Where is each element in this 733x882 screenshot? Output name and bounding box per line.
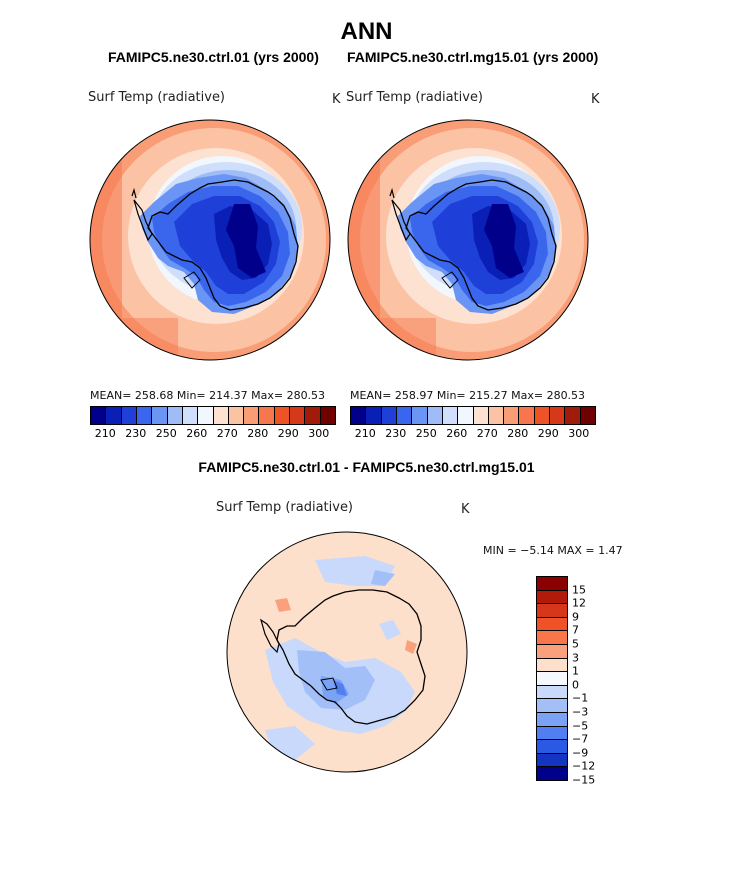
colorbar-tick-label: 12 [572, 596, 586, 610]
colorbar-swatch [534, 407, 551, 424]
colorbar-tick-label: 270 [476, 427, 498, 440]
colorbar-tick-label: −12 [572, 759, 596, 773]
panel-2-polar-map [347, 119, 589, 361]
colorbar-swatch [519, 407, 535, 424]
colorbar-swatch [504, 407, 520, 424]
colorbar-swatch [121, 407, 137, 424]
diff-title: FAMIPC5.ne30.ctrl.01 - FAMIPC5.ne30.ctrl… [198, 459, 535, 475]
colorbar-swatch [427, 407, 443, 424]
diff-variable-label: Surf Temp (radiative) [216, 500, 354, 515]
diff-polar-map [226, 531, 468, 773]
colorbar-tick-label: −3 [572, 705, 589, 719]
colorbar-tick-label: 1 [572, 664, 579, 678]
colorbar-tick-label: −15 [572, 773, 596, 787]
colorbar-tick-label: 300 [568, 427, 590, 440]
colorbar-swatch [537, 604, 567, 618]
colorbar-swatch [152, 407, 168, 424]
colorbar-tick-label: 3 [572, 651, 579, 665]
diff-colorbar [536, 576, 568, 781]
colorbar-swatch [167, 407, 183, 424]
colorbar-swatch [537, 767, 567, 780]
colorbar-tick-label: 270 [216, 427, 238, 440]
colorbar-swatch [537, 699, 567, 713]
colorbar-swatch [381, 407, 397, 424]
colorbar-tick-label: 7 [572, 623, 579, 637]
colorbar-swatch [580, 407, 595, 424]
colorbar-tick-label: 210 [354, 427, 376, 440]
panel-1-stats: MEAN= 258.68 Min= 214.37 Max= 280.53 [90, 389, 326, 402]
colorbar-tick-label: 290 [537, 427, 559, 440]
colorbar-swatch [351, 407, 367, 424]
colorbar-tick-label: 230 [385, 427, 407, 440]
panel-2-variable-label: Surf Temp (radiative) [346, 90, 484, 105]
colorbar-swatch [442, 407, 459, 424]
colorbar-swatch [473, 407, 489, 424]
colorbar-tick-label: 9 [572, 610, 579, 624]
page-title: ANN [340, 18, 393, 45]
panel-2-units-label: K [591, 92, 600, 107]
colorbar-tick-label: −1 [572, 691, 589, 705]
colorbar-tick-label: 15 [572, 583, 586, 597]
panel-1-units-label: K [332, 92, 341, 107]
colorbar-swatch [458, 407, 474, 424]
colorbar-swatch [290, 407, 306, 424]
colorbar-swatch [244, 407, 260, 424]
colorbar-swatch [537, 631, 567, 645]
colorbar-swatch [537, 644, 567, 659]
colorbar-swatch [259, 407, 275, 424]
colorbar-swatch [91, 407, 107, 424]
colorbar-swatch [228, 407, 245, 424]
colorbar-tick-label: 280 [507, 427, 529, 440]
colorbar-tick-label: 280 [247, 427, 269, 440]
panel-2-case-title: FAMIPC5.ne30.ctrl.mg15.01 (yrs 2000) [347, 49, 599, 65]
panel-1-colorbar [90, 406, 336, 425]
colorbar-tick-label: 250 [415, 427, 437, 440]
colorbar-swatch [366, 407, 382, 424]
colorbar-swatch [537, 712, 567, 727]
colorbar-swatch [537, 753, 567, 768]
panel-2-stats: MEAN= 258.97 Min= 215.27 Max= 280.53 [350, 389, 586, 402]
colorbar-tick-label: 260 [186, 427, 208, 440]
colorbar-swatch [136, 407, 153, 424]
colorbar-tick-label: 260 [446, 427, 468, 440]
colorbar-tick-label: −9 [572, 746, 589, 760]
colorbar-swatch [320, 407, 335, 424]
colorbar-swatch [537, 617, 567, 632]
colorbar-swatch [537, 658, 567, 673]
colorbar-swatch [213, 407, 229, 424]
colorbar-swatch [198, 407, 214, 424]
panel-1-variable-label: Surf Temp (radiative) [88, 90, 226, 105]
panel-2-colorbar [350, 406, 596, 425]
colorbar-tick-label: 230 [125, 427, 147, 440]
panel-1-polar-map [89, 119, 331, 361]
colorbar-tick-label: −5 [572, 719, 589, 733]
colorbar-tick-label: 250 [155, 427, 177, 440]
colorbar-swatch [537, 577, 567, 591]
colorbar-swatch [537, 590, 567, 605]
colorbar-swatch [537, 685, 567, 700]
colorbar-swatch [537, 726, 567, 741]
colorbar-swatch [412, 407, 428, 424]
colorbar-tick-label: 210 [94, 427, 116, 440]
panel-1-case-title: FAMIPC5.ne30.ctrl.01 (yrs 2000) [108, 49, 319, 65]
colorbar-swatch [565, 407, 581, 424]
colorbar-tick-label: 0 [572, 678, 579, 692]
colorbar-swatch [182, 407, 199, 424]
colorbar-swatch [106, 407, 122, 424]
colorbar-swatch [550, 407, 566, 424]
colorbar-tick-label: 290 [277, 427, 299, 440]
colorbar-swatch [537, 672, 567, 686]
colorbar-tick-label: 300 [308, 427, 330, 440]
colorbar-swatch [274, 407, 291, 424]
diff-units-label: K [461, 502, 470, 517]
colorbar-swatch [305, 407, 321, 424]
colorbar-swatch [488, 407, 505, 424]
colorbar-tick-label: 5 [572, 637, 579, 651]
colorbar-swatch [396, 407, 413, 424]
colorbar-swatch [537, 740, 567, 754]
colorbar-tick-label: −7 [572, 732, 589, 746]
diff-min-max-stats: MIN = −5.14 MAX = 1.47 [483, 544, 623, 557]
